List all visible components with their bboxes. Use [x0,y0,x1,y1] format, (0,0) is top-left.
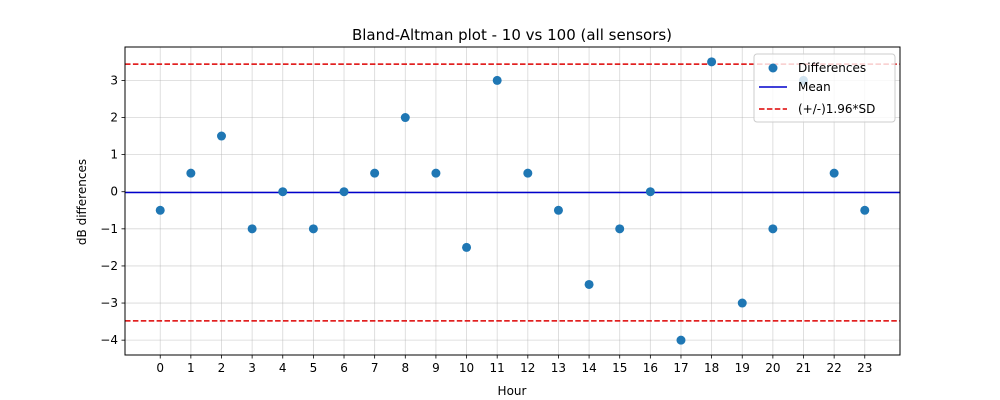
y-tick-label: −4 [100,333,118,347]
y-tick-label: 2 [110,111,118,125]
data-point [308,224,318,234]
x-tick-label: 2 [218,361,226,375]
data-point [216,131,226,141]
y-axis-label: dB differences [75,159,89,245]
y-tick-label: 0 [110,185,118,199]
chart-title: Bland-Altman plot - 10 vs 100 (all senso… [352,26,672,44]
x-axis-label: Hour [498,384,527,398]
x-tick-label: 18 [704,361,719,375]
data-point [492,75,502,85]
x-tick-label: 14 [581,361,596,375]
y-tick-label: −2 [100,259,118,273]
x-axis-ticks: 0 1 2 3 4 5 6 7 8 9 10 11 12 13 14 15 16 17 18 19 20 21 22 23 [156,355,872,375]
x-tick-label: 21 [796,361,811,375]
data-point [553,205,563,215]
data-point [829,168,839,178]
data-point [462,242,472,252]
data-point [860,205,870,215]
legend: Differences Mean (+/-)1.96*SD [753,53,896,123]
x-tick-label: 7 [371,361,379,375]
x-tick-label: 11 [490,361,505,375]
legend-box [753,53,896,123]
data-point [155,205,165,215]
data-point [676,335,686,345]
data-points [155,57,870,345]
x-tick-label: 0 [156,361,164,375]
data-point [339,187,349,197]
reference-lines [125,63,900,322]
legend-label-sd: (+/-)1.96*SD [798,102,875,116]
data-point [247,224,257,234]
x-tick-label: 9 [432,361,440,375]
x-tick-label: 19 [735,361,750,375]
x-tick-label: 17 [673,361,688,375]
data-point [645,187,655,197]
y-tick-label: −3 [100,296,118,310]
data-point [400,113,410,123]
legend-label-mean: Mean [798,80,831,94]
legend-label-differences: Differences [798,61,866,75]
x-tick-label: 5 [310,361,318,375]
x-tick-label: 4 [279,361,287,375]
x-tick-label: 8 [401,361,409,375]
x-tick-label: 6 [340,361,348,375]
data-point [707,57,717,67]
y-tick-label: 3 [110,73,118,87]
y-axis-ticks: −4 −3 −2 −1 0 1 2 3 [100,73,125,347]
x-tick-label: 15 [612,361,627,375]
x-tick-label: 22 [826,361,841,375]
y-tick-label: 1 [110,148,118,162]
data-point [523,168,533,178]
plot-frame [124,46,901,356]
x-tick-label: 3 [248,361,256,375]
data-point [278,187,288,197]
data-point [370,168,380,178]
data-point [186,168,196,178]
x-tick-label: 23 [857,361,872,375]
data-point [615,224,625,234]
data-point [584,279,594,289]
legend-marker-differences [768,63,778,73]
data-point [768,224,778,234]
x-tick-label: 10 [459,361,474,375]
data-point [431,168,441,178]
y-tick-label: −1 [100,222,118,236]
x-tick-label: 13 [551,361,566,375]
x-tick-label: 20 [765,361,780,375]
data-point [737,298,747,308]
x-tick-label: 16 [643,361,658,375]
x-tick-label: 12 [520,361,535,375]
x-tick-label: 1 [187,361,195,375]
